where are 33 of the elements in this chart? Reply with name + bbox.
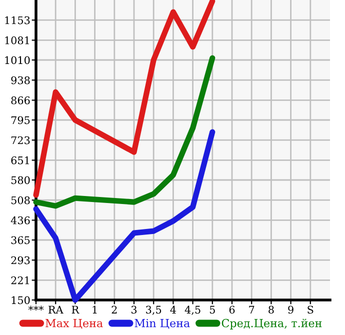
y-tick-label: 1153 [5,16,30,24]
y-tick-label: 293 [11,256,30,264]
legend-label: Max Цена [46,319,103,329]
legend-label: Min Цена [134,318,190,329]
y-tick-label: 795 [11,116,30,124]
x-tick-label: S [308,306,314,314]
x-tick-label: 1 [92,306,97,314]
x-tick-label: 5 [210,306,215,314]
x-tick-label: 9 [288,306,294,314]
y-tick-label: 866 [11,96,30,104]
x-tick-label: 8 [268,306,274,314]
y-tick-label: 150 [12,296,30,304]
x-tick-label: 2 [112,306,117,314]
x-tick-label: 4 [170,306,176,314]
x-tick-label: 3 [131,306,137,314]
x-tick-label: 7 [249,306,254,314]
y-tick-label: 651 [11,156,29,164]
y-tick-label: 938 [11,76,30,84]
y-tick-label: 1081 [5,36,29,44]
x-tick-label: RA [48,306,64,314]
y-tick-label: 365 [11,236,30,244]
y-tick-label: 1010 [5,56,30,64]
legend-label: Сред.Цена, т.йен [222,318,322,330]
x-tick-label: 4,5 [184,306,200,315]
x-tick-label: 6 [229,306,235,314]
x-tick-label: *** [28,306,44,310]
y-tick-label: 436 [10,216,30,224]
y-tick-label: 580 [11,176,30,184]
y-tick-label: 221 [11,276,29,284]
y-tick-label: 508 [11,196,30,204]
x-tick-label: R [72,306,80,314]
x-tick-label: 3,5 [146,306,162,315]
y-tick-label: 723 [11,136,30,144]
